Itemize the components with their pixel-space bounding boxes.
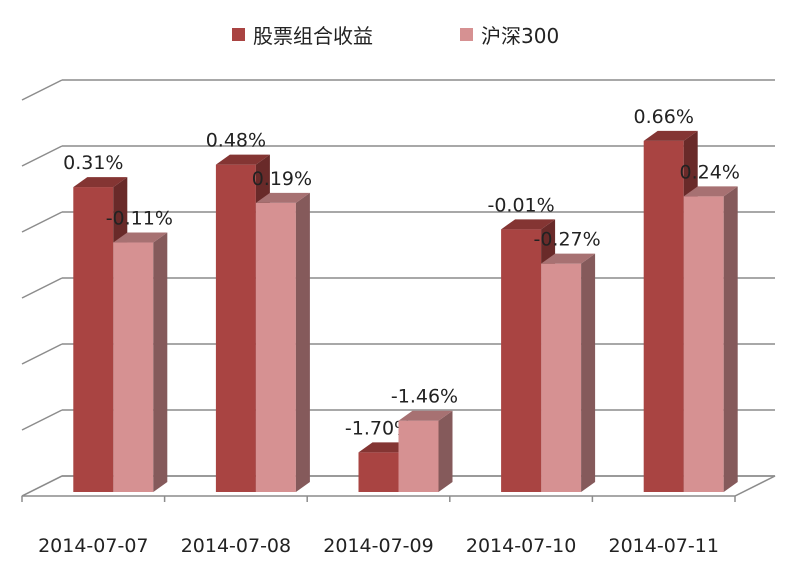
data-label: -0.27% xyxy=(533,229,600,251)
bar-front xyxy=(398,420,439,492)
bar-side xyxy=(723,186,738,492)
bar-front xyxy=(541,263,582,492)
bar-top xyxy=(541,253,596,264)
gridline-side xyxy=(21,343,63,365)
bar-side xyxy=(581,253,596,492)
bar-front xyxy=(683,196,724,492)
legend-item-csi300: 沪深300 xyxy=(460,20,559,48)
legend: 股票组合收益 沪深300 xyxy=(0,20,795,48)
gridline-side xyxy=(21,79,63,101)
legend-item-portfolio: 股票组合收益 xyxy=(232,20,373,48)
bar-top xyxy=(683,186,738,197)
bar-side xyxy=(153,232,168,492)
data-label: 0.19% xyxy=(252,168,312,190)
bar-front xyxy=(73,187,114,492)
data-label: -1.70% xyxy=(345,417,412,439)
bar-top xyxy=(113,232,168,243)
bar-front xyxy=(358,452,399,492)
bar-side xyxy=(295,192,310,493)
data-label: -1.46% xyxy=(391,386,458,408)
bar-top xyxy=(501,219,556,230)
data-label: 0.31% xyxy=(63,152,123,174)
x-tick-label: 2014-07-10 xyxy=(466,535,576,557)
legend-swatch-csi300 xyxy=(460,27,473,41)
gridline-side xyxy=(21,145,63,167)
data-label: -0.01% xyxy=(487,194,554,216)
x-tick-label: 2014-07-09 xyxy=(323,535,433,557)
x-tick-label: 2014-07-11 xyxy=(608,535,718,557)
bar-top xyxy=(215,154,270,165)
bar-front xyxy=(255,202,296,493)
bar-top xyxy=(643,130,698,141)
legend-label-csi300: 沪深300 xyxy=(481,23,560,48)
data-label: 0.24% xyxy=(680,161,740,183)
bar-front xyxy=(501,229,542,492)
gridline-side xyxy=(21,277,63,299)
bar-top xyxy=(255,192,310,203)
bar-front xyxy=(643,140,684,492)
bar-side xyxy=(438,410,453,492)
gridline-side xyxy=(21,211,63,233)
bar-front xyxy=(113,242,154,492)
data-label: 0.66% xyxy=(634,106,694,128)
x-tick-label: 2014-07-08 xyxy=(181,535,291,557)
bar-top xyxy=(73,177,128,188)
x-tick-label: 2014-07-07 xyxy=(38,535,148,557)
bar-top xyxy=(398,410,453,421)
bar-front xyxy=(215,164,256,492)
data-label: 0.48% xyxy=(206,130,266,152)
legend-label-portfolio: 股票组合收益 xyxy=(253,23,373,48)
data-label: -0.11% xyxy=(106,208,173,230)
legend-swatch-portfolio xyxy=(232,27,245,41)
gridline-side xyxy=(21,409,63,431)
